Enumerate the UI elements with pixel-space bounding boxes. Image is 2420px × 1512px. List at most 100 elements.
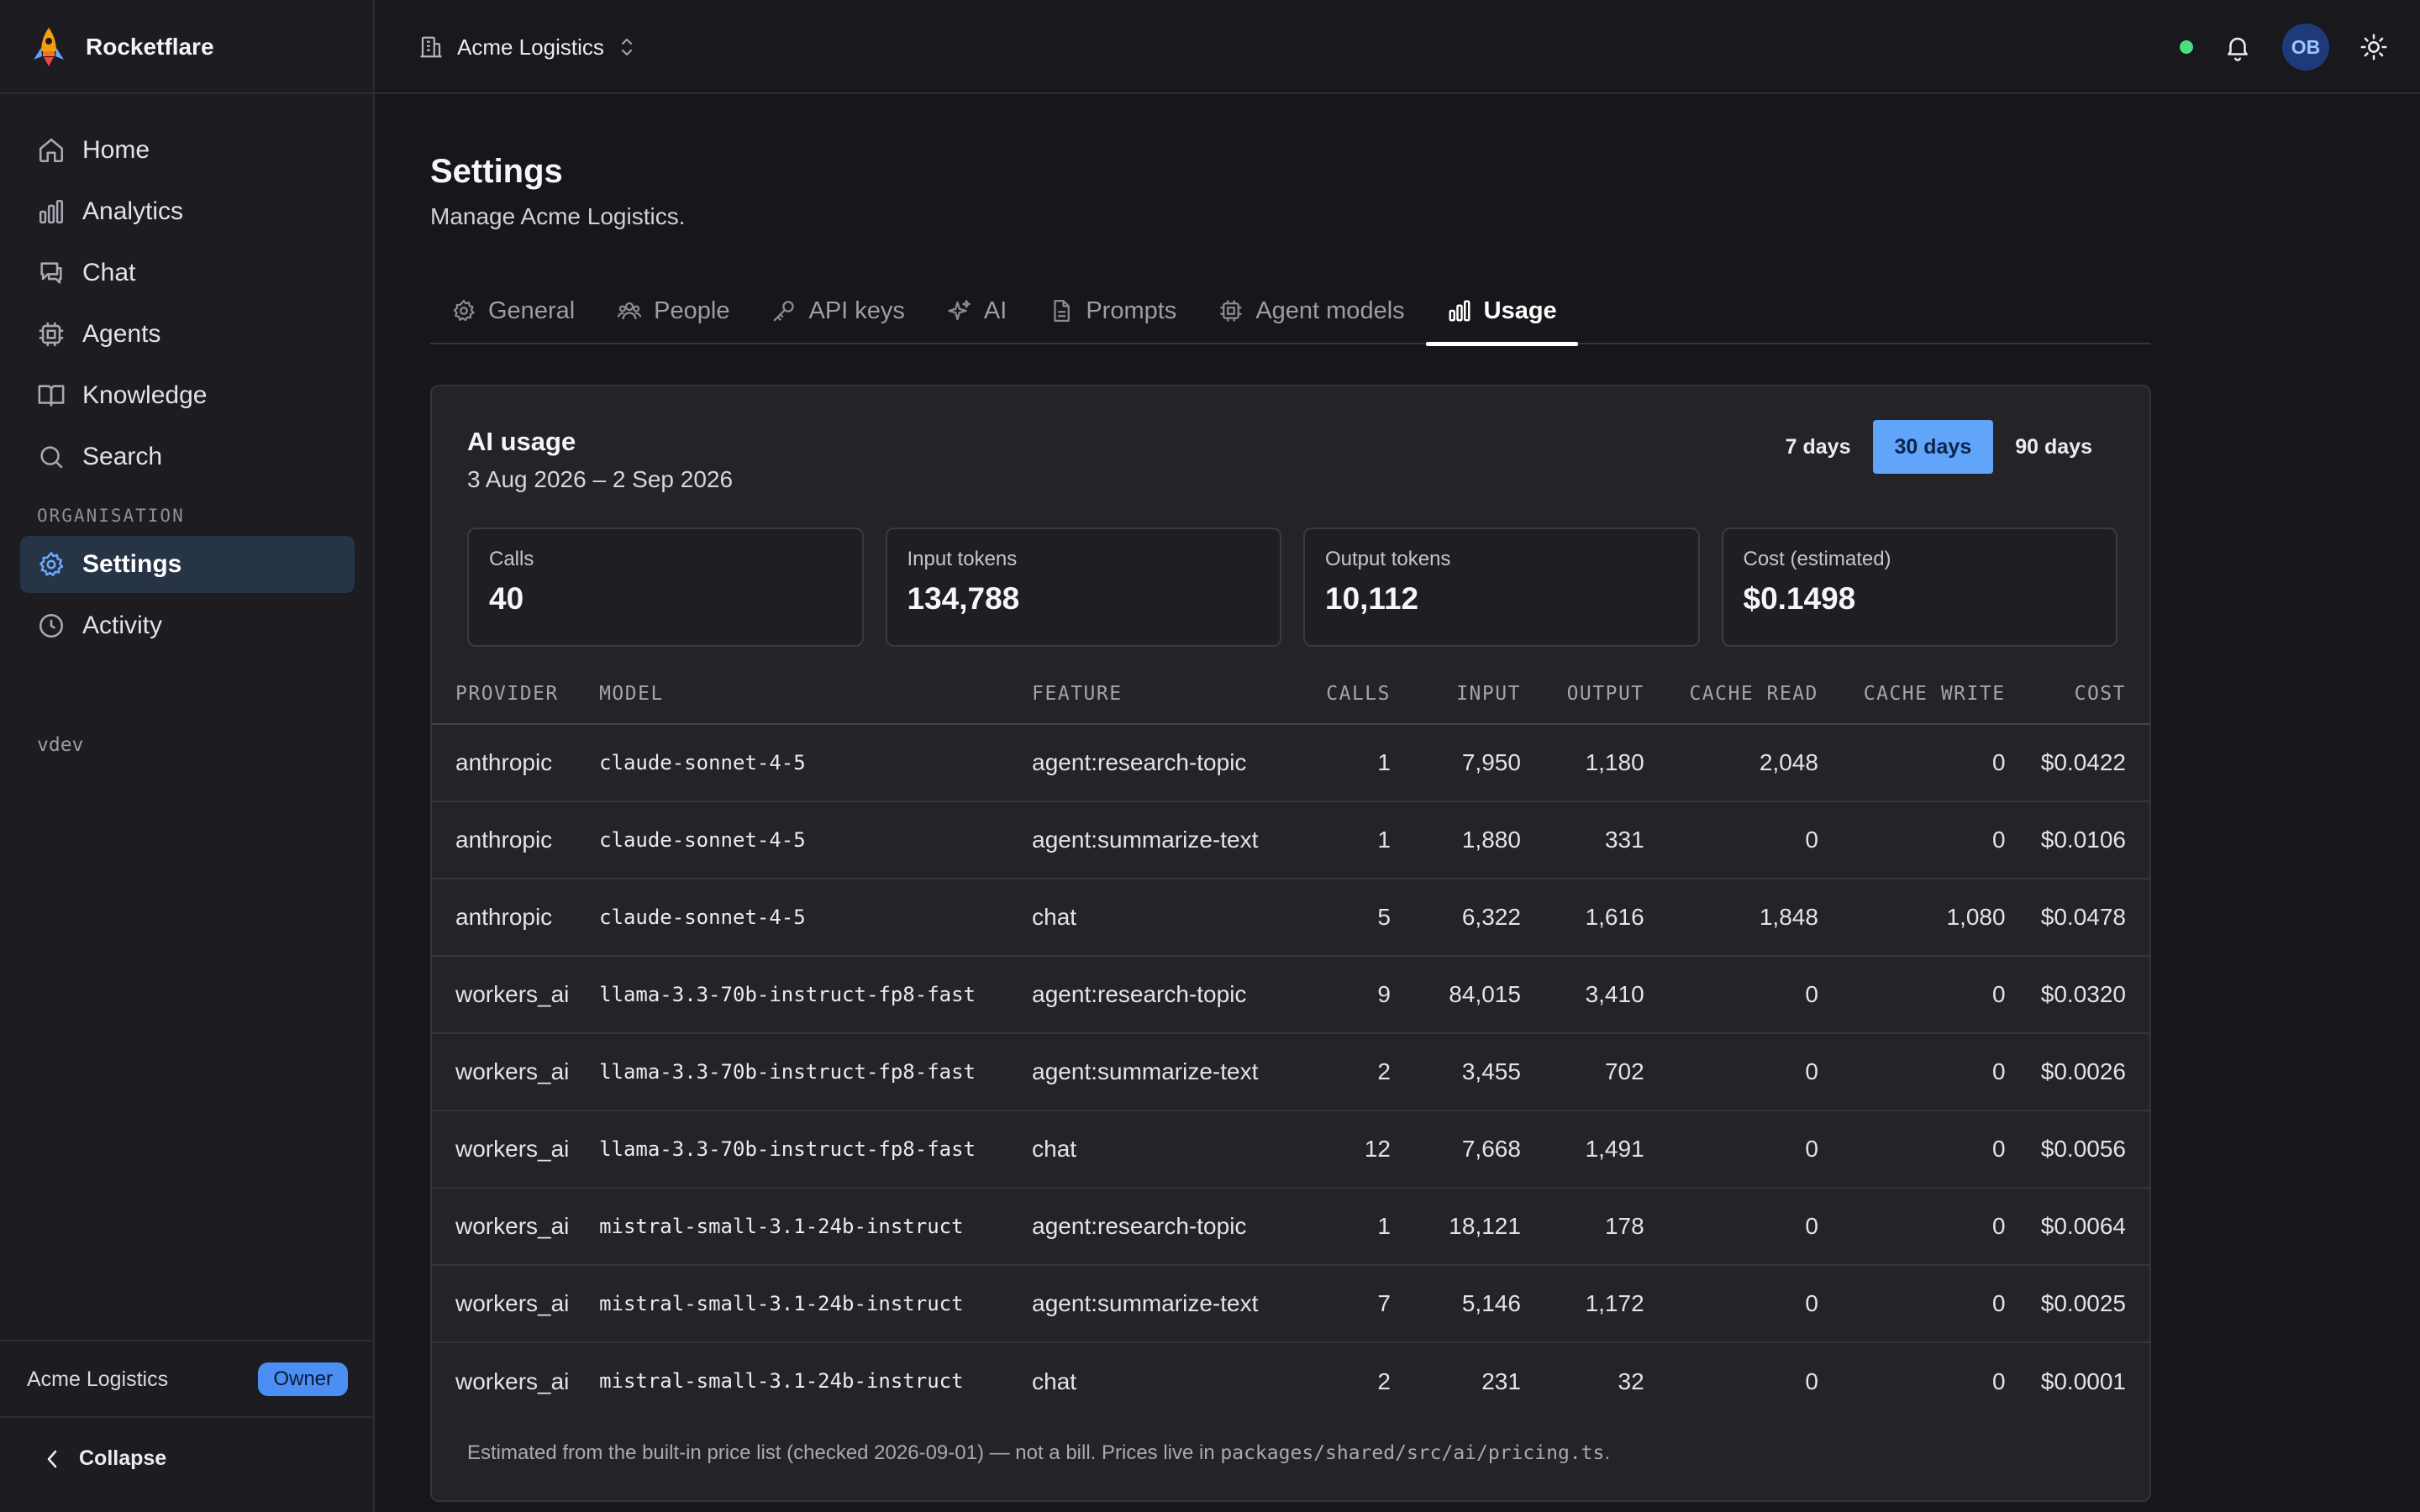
tab-usage[interactable]: Usage [1425, 281, 1578, 346]
cell-model: mistral-small-3.1-24b-instruct [599, 1265, 1033, 1343]
chevron-left-icon [44, 1448, 60, 1470]
sidebar-divider [0, 1340, 375, 1341]
table-row: anthropic claude-sonnet-4-5 chat 5 6,322 1,61… [432, 879, 2149, 957]
sidebar-item-label: Analytics [82, 197, 184, 225]
column-header-provider[interactable]: PROVIDER [432, 664, 600, 725]
sidebar-item-search[interactable]: Search [20, 428, 355, 486]
top-bar: Acme Logistics OB [375, 0, 2420, 94]
cell-cost: $0.0106 [2005, 801, 2149, 879]
sidebar-divider [0, 1416, 375, 1418]
tab-ai[interactable]: AI [926, 281, 1028, 344]
bar-chart-icon [37, 197, 66, 226]
column-header-calls[interactable]: CALLS [1301, 664, 1391, 725]
cell-cache-write: 0 [1818, 1265, 2006, 1343]
column-header-cache-write[interactable]: CACHE WRITE [1818, 664, 2006, 725]
column-header-cache-read[interactable]: CACHE READ [1644, 664, 1818, 725]
table-row: workers_ai llama-3.3-70b-instruct-fp8-fas… [432, 1033, 2149, 1111]
column-header-cost[interactable]: COST [2005, 664, 2149, 725]
cell-cache-read: 0 [1644, 1265, 1818, 1343]
cell-cost: $0.0422 [2005, 724, 2149, 802]
sidebar: Rocketflare Home Analytics Chat Agents [0, 0, 375, 1512]
cell-provider: workers_ai [432, 1188, 600, 1266]
tab-label: AI [983, 297, 1007, 324]
cell-input: 5,146 [1391, 1265, 1521, 1343]
sidebar-item-analytics[interactable]: Analytics [20, 183, 355, 240]
main-nav: Home Analytics Chat Agents Knowledge [20, 122, 355, 659]
sidebar-divider [0, 92, 375, 94]
user-avatar[interactable]: OB [2282, 24, 2329, 71]
cell-output: 178 [1520, 1188, 1644, 1266]
environment-label: vdev [37, 734, 84, 756]
table-row: anthropic claude-sonnet-4-5 agent:summariz… [432, 801, 2149, 879]
stat-cost: Cost (estimated) $0.1498 [1721, 528, 2118, 647]
cell-input: 3,455 [1391, 1033, 1521, 1111]
role-badge: Owner [258, 1362, 348, 1396]
column-header-model[interactable]: MODEL [599, 664, 1033, 725]
collapse-sidebar-button[interactable]: Collapse [44, 1446, 166, 1471]
tab-agent-models[interactable]: Agent models [1197, 281, 1425, 344]
cell-model: llama-3.3-70b-instruct-fp8-fast [599, 956, 1033, 1034]
tab-label: API keys [808, 297, 905, 324]
cell-cache-read: 0 [1644, 801, 1818, 879]
stat-calls: Calls 40 [467, 528, 864, 647]
sidebar-item-label: Activity [82, 612, 163, 639]
sun-icon[interactable] [2360, 33, 2388, 61]
stats-row: Calls 40 Input tokens 134,788 Output tok… [467, 528, 2118, 647]
table-row: workers_ai mistral-small-3.1-24b-instruct… [432, 1188, 2149, 1266]
cpu-icon [1218, 298, 1244, 323]
tab-label: General [488, 297, 576, 324]
clock-icon [37, 612, 66, 640]
brand[interactable]: Rocketflare [30, 25, 214, 69]
tab-people[interactable]: People [596, 281, 750, 344]
cell-cache-read: 0 [1644, 1033, 1818, 1111]
bell-icon[interactable] [2223, 33, 2252, 61]
sidebar-item-activity[interactable]: Activity [20, 597, 355, 654]
cell-input: 1,880 [1391, 801, 1521, 879]
range-30-days-button[interactable]: 30 days [1872, 420, 1994, 474]
table-row: anthropic claude-sonnet-4-5 agent:research… [432, 724, 2149, 802]
cell-provider: workers_ai [432, 1265, 600, 1343]
ai-usage-card: AI usage 3 Aug 2026 – 2 Sep 2026 7 days … [430, 385, 2151, 1502]
building-icon [418, 34, 444, 60]
org-switcher-label: Acme Logistics [457, 34, 604, 60]
column-header-output[interactable]: OUTPUT [1520, 664, 1644, 725]
cell-input: 6,322 [1391, 879, 1521, 957]
cell-model: claude-sonnet-4-5 [599, 724, 1033, 802]
sidebar-item-home[interactable]: Home [20, 122, 355, 179]
cell-provider: workers_ai [432, 1110, 600, 1189]
cell-input: 18,121 [1391, 1188, 1521, 1266]
current-org[interactable]: Acme Logistics Owner [27, 1361, 348, 1398]
column-header-feature[interactable]: FEATURE [1032, 664, 1302, 725]
cell-feature: agent:research-topic [1032, 724, 1302, 802]
range-7-days-button[interactable]: 7 days [1785, 435, 1851, 459]
tab-api-keys[interactable]: API keys [750, 281, 925, 344]
column-header-input[interactable]: INPUT [1391, 664, 1521, 725]
sidebar-item-agents[interactable]: Agents [20, 306, 355, 363]
org-switcher[interactable]: Acme Logistics [418, 29, 636, 66]
cell-cache-read: 1,848 [1644, 879, 1818, 957]
range-90-days-button[interactable]: 90 days [2015, 435, 2092, 459]
stat-label: Output tokens [1325, 548, 1451, 570]
cell-output: 1,172 [1520, 1265, 1644, 1343]
cell-feature: agent:research-topic [1032, 1188, 1302, 1266]
sidebar-item-chat[interactable]: Chat [20, 244, 355, 302]
cell-feature: agent:summarize-text [1032, 1265, 1302, 1343]
footnote-end: . [1604, 1441, 1611, 1464]
cell-input: 7,668 [1391, 1110, 1521, 1189]
gear-icon [37, 550, 66, 579]
sidebar-item-knowledge[interactable]: Knowledge [20, 367, 355, 424]
tab-prompts[interactable]: Prompts [1028, 281, 1197, 344]
cell-provider: workers_ai [455, 1368, 570, 1394]
usage-table: PROVIDER MODEL FEATURE CALLS INPUT OUTPU… [432, 664, 2149, 1420]
cell-output: 1,616 [1520, 879, 1644, 957]
cell-calls: 12 [1301, 1110, 1391, 1189]
book-icon [37, 381, 66, 410]
sidebar-item-settings[interactable]: Settings [20, 536, 355, 593]
stat-output-tokens: Output tokens 10,112 [1303, 528, 1700, 647]
cell-feature: agent:summarize-text [1032, 801, 1302, 879]
sidebar-item-label: Knowledge [82, 381, 208, 409]
tab-label: Agent models [1255, 297, 1405, 324]
table-row: workers_ai mistral-small-3.1-24b-instruct… [432, 1265, 2149, 1343]
tab-general[interactable]: General [430, 281, 596, 344]
cell-calls: 7 [1301, 1265, 1391, 1343]
